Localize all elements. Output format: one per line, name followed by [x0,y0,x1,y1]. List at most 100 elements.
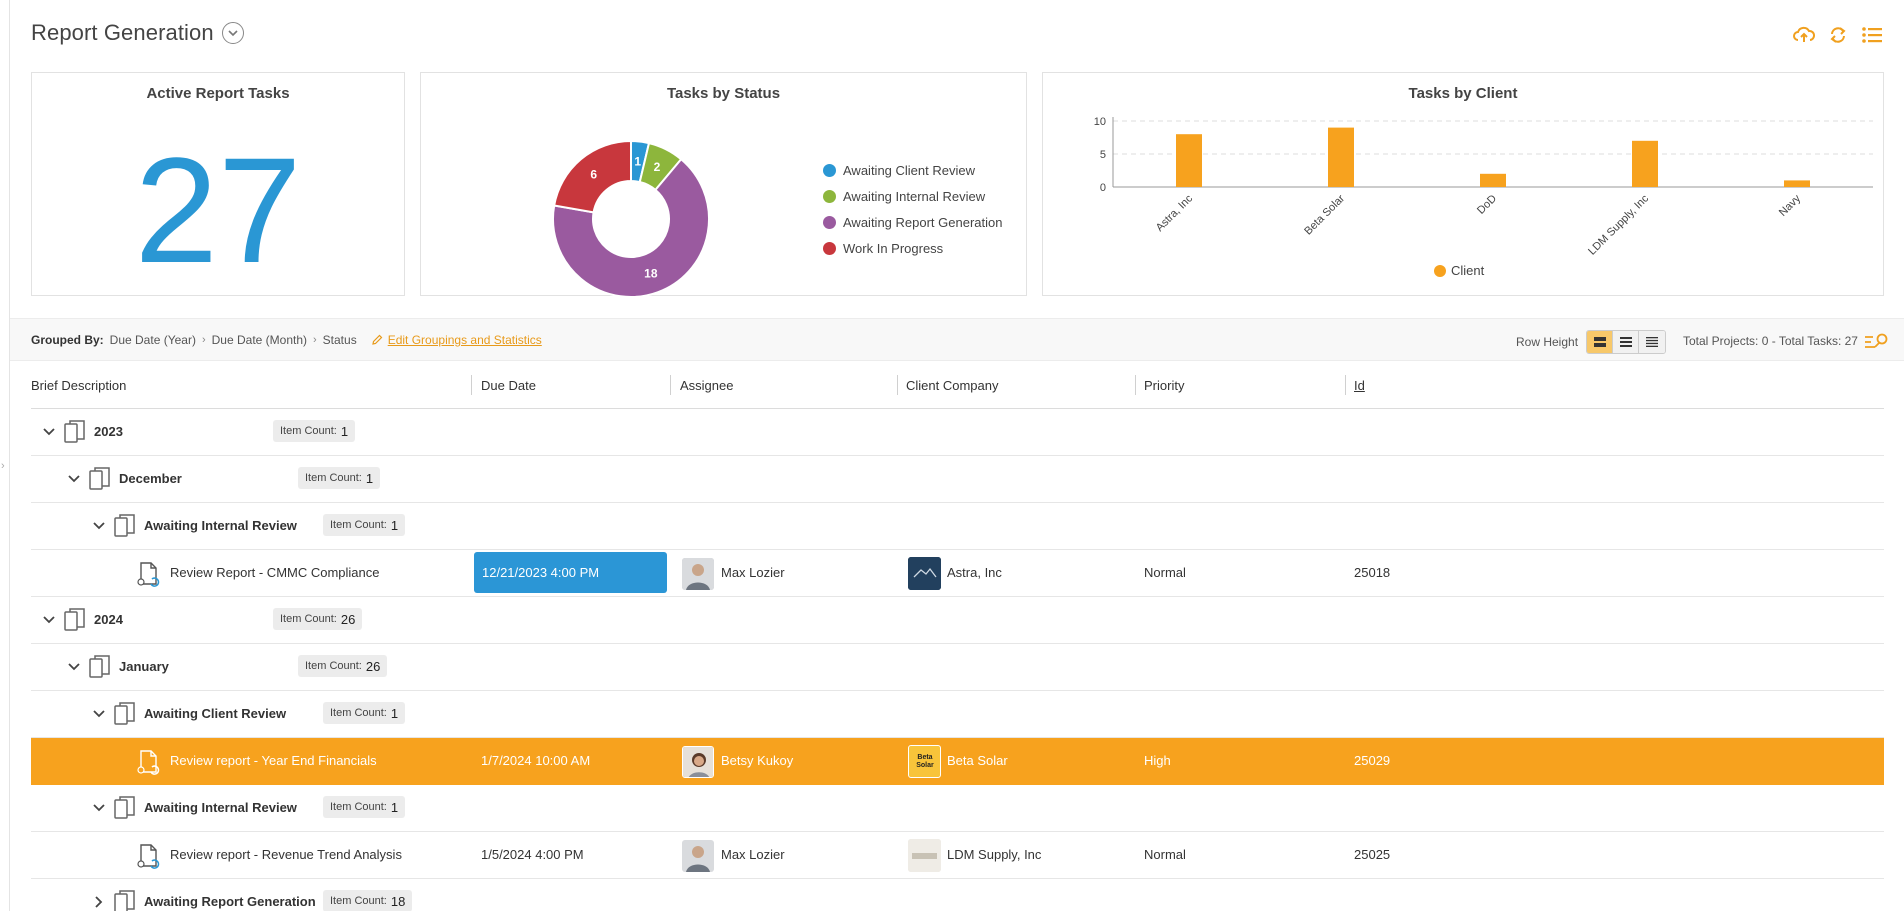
badge-label: Item Count: [305,472,362,484]
chevron-right-icon[interactable] [92,895,106,909]
row-height-toggle [1586,330,1667,354]
row-height-small-button[interactable] [1639,331,1666,353]
legend-item[interactable]: Awaiting Report Generation [823,209,1002,235]
col-due-date[interactable]: Due Date [481,378,536,393]
chevron-down-icon[interactable] [42,425,56,439]
crumb-status[interactable]: Status [322,333,357,347]
search-filter-icon[interactable] [1864,333,1890,349]
column-divider[interactable] [670,375,671,395]
group-row-year[interactable]: 2023 Item Count: 1 [31,409,1884,456]
legend-item[interactable]: Awaiting Client Review [823,157,1002,183]
legend-label: Awaiting Client Review [843,162,975,178]
column-divider[interactable] [471,375,472,395]
client-company[interactable]: LDM Supply, Inc [947,847,1042,862]
copy-group-icon [114,514,135,537]
refresh-icon[interactable] [1826,23,1850,47]
row-height-medium-button[interactable] [1613,331,1640,353]
group-row-status[interactable]: Awaiting Report Generation Item Count: 18 [31,879,1884,911]
row-height-control: Row Height [1516,330,1667,354]
tasks-by-status-card: Tasks by Status 1 2 18 6 Awaiting Client Re… [420,72,1027,298]
col-brief-description[interactable]: Brief Description [31,378,127,393]
x-tick-label: LDM Supply, Inc [1586,192,1651,257]
row-height-large-button[interactable] [1587,331,1614,353]
group-row-status[interactable]: Awaiting Client Review Item Count: 1 [31,691,1884,738]
group-row-status[interactable]: Awaiting Internal Review Item Count: 1 [31,503,1884,550]
badge-count: 18 [390,893,406,909]
left-rail[interactable]: › [0,0,10,911]
chevron-down-icon[interactable] [221,22,244,44]
edit-groupings-link[interactable]: Edit Groupings and Statistics [371,333,542,347]
group-label: January [119,659,169,674]
due-date-cell-highlight[interactable]: 12/21/2023 4:00 PM [474,552,667,593]
chevron-right-icon: › [313,334,317,346]
due-date[interactable]: 1/7/2024 10:00 AM [481,753,591,768]
chevron-down-icon[interactable] [92,801,106,815]
col-id[interactable]: Id [1354,378,1365,393]
bar[interactable] [1784,180,1810,187]
legend-label: Work In Progress [843,240,944,256]
donut-slice[interactable] [553,139,632,214]
page-title: Report Generation [31,20,214,45]
grouping-bar: Grouped By: Due Date (Year) › Due Date (… [10,318,1904,361]
edit-groupings-label[interactable]: Edit Groupings and Statistics [387,333,542,347]
group-row-year[interactable]: 2024 Item Count: 26 [31,597,1884,644]
bar[interactable] [1632,140,1658,187]
badge-label: Item Count: [330,707,387,719]
task-description[interactable]: Review report - Revenue Trend Analysis [170,847,402,862]
crumb-year[interactable]: Due Date (Year) [109,333,196,347]
item-count-badge: Item Count: 18 [323,890,413,911]
bar[interactable] [1480,173,1506,187]
chevron-right-icon[interactable]: › [1,460,5,472]
status-donut-chart: 1 2 18 6 [552,139,710,298]
task-description[interactable]: Review Report - CMMC Compliance [170,565,380,580]
task-description[interactable]: Review report - Year End Financials [170,753,377,768]
legend-item[interactable]: Work In Progress [823,235,1002,261]
task-row[interactable]: Review report - Revenue Trend Analysis 1… [31,832,1884,879]
legend-swatch[interactable] [1434,265,1446,277]
column-divider[interactable] [1345,375,1346,395]
column-divider[interactable] [1135,375,1136,395]
col-client-company[interactable]: Client Company [906,378,999,393]
bar[interactable] [1328,127,1354,187]
item-count-badge: Item Count: 1 [298,467,381,489]
legend-swatch [823,241,836,255]
cloud-upload-icon[interactable] [1792,23,1816,47]
report-task-icon [137,844,160,869]
chevron-down-icon[interactable] [92,707,106,721]
client-logo [908,839,941,872]
client-logo-text: Beta Solar [916,754,934,769]
chevron-down-icon[interactable] [92,519,106,533]
rows-medium-icon [1619,337,1632,347]
bar[interactable] [1176,134,1202,187]
group-row-status[interactable]: Awaiting Internal Review Item Count: 1 [31,785,1884,832]
col-assignee[interactable]: Assignee [680,378,734,393]
client-company[interactable]: Astra, Inc [947,565,1002,580]
group-row-month[interactable]: January Item Count: 26 [31,644,1884,691]
badge-count: 1 [390,705,399,721]
chevron-down-icon[interactable] [67,472,81,486]
badge-label: Item Count: [280,613,337,625]
client-company[interactable]: Beta Solar [947,753,1008,768]
task-row-selected[interactable]: Review report - Year End Financials 1/7/… [31,738,1884,785]
card-title: Tasks by Client [1408,85,1518,102]
group-row-month[interactable]: December Item Count: 1 [31,456,1884,503]
task-row[interactable]: Review Report - CMMC Compliance 12/21/20… [31,550,1884,597]
badge-count: 1 [390,517,399,533]
task-id: 25018 [1354,565,1391,580]
donut-slice[interactable] [552,157,710,298]
assignee-name[interactable]: Betsy Kukoy [721,753,794,768]
col-priority[interactable]: Priority [1144,378,1185,393]
list-menu-icon[interactable] [1860,23,1884,47]
legend-label[interactable]: Client [1451,263,1485,278]
column-divider[interactable] [897,375,898,395]
due-date[interactable]: 1/5/2024 4:00 PM [481,847,584,862]
assignee-name[interactable]: Max Lozier [721,565,785,580]
assignee-name[interactable]: Max Lozier [721,847,785,862]
card-title: Tasks by Status [666,85,781,102]
chevron-down-icon[interactable] [42,613,56,627]
legend-item[interactable]: Awaiting Internal Review [823,183,1002,209]
badge-label: Item Count: [330,895,387,907]
badge-count: 1 [340,423,349,439]
chevron-down-icon[interactable] [67,660,81,674]
crumb-month[interactable]: Due Date (Month) [211,333,307,347]
